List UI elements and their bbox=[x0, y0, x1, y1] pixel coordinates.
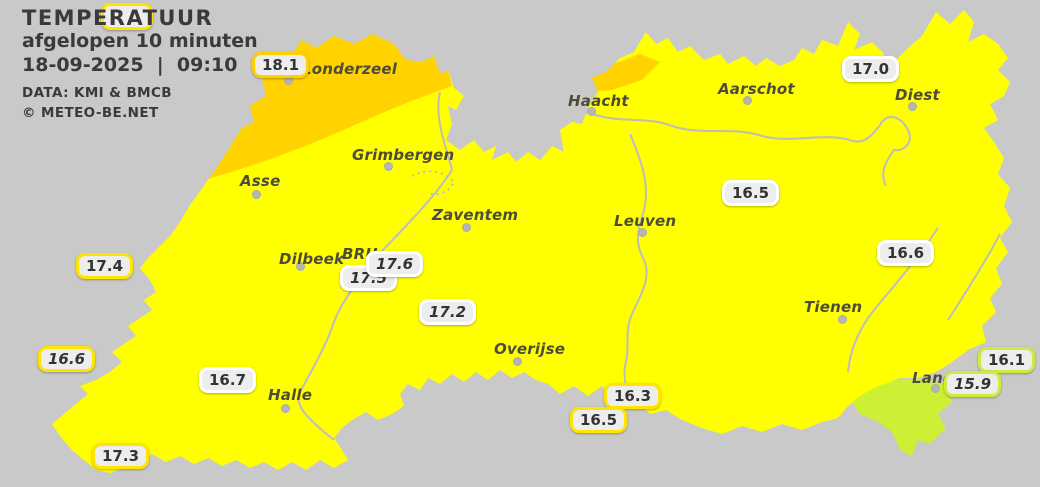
city-dot-dilbeek bbox=[296, 262, 305, 271]
city-dot-haacht bbox=[587, 107, 596, 116]
ring-road-dotted bbox=[411, 170, 456, 196]
temp-badge-east: 16.6 bbox=[877, 240, 935, 266]
river-dijle bbox=[623, 133, 648, 397]
city-label-overijse: Overijse bbox=[494, 340, 566, 358]
temp-badge-south-center-1: 16.3 bbox=[604, 383, 662, 409]
temp-badge-southwest: 16.6 bbox=[38, 346, 96, 372]
city-label-diest: Diest bbox=[895, 86, 940, 104]
city-label-haacht: Haacht bbox=[568, 92, 629, 110]
city-dot-landen bbox=[931, 384, 940, 393]
city-dot-overijse bbox=[513, 357, 522, 366]
city-label-grimbergen: Grimbergen bbox=[352, 146, 455, 164]
city-label-zaventem: Zaventem bbox=[432, 206, 519, 224]
city-dot-zaventem bbox=[462, 223, 471, 232]
temp-badge-southeast: 16.1 bbox=[978, 347, 1036, 373]
city-dot-asse bbox=[252, 190, 261, 199]
city-label-dilbeek: Dilbeek bbox=[279, 250, 345, 268]
temp-badge-brussels-south: 17.2 bbox=[419, 299, 477, 325]
datetime-label: 18-09-2025 | 09:10 bbox=[22, 53, 238, 76]
copyright-label: © METEO-BE.NET bbox=[22, 104, 159, 121]
temp-badge-landen: 15.9 bbox=[944, 371, 1002, 397]
temp-badge-aarschot-south: 16.5 bbox=[722, 180, 780, 206]
city-dot-halle bbox=[281, 404, 290, 413]
city-label-leuven: Leuven bbox=[614, 212, 677, 230]
gold-region-west bbox=[196, 34, 452, 182]
city-label-asse: Asse bbox=[240, 172, 281, 190]
temp-badge-west: 17.4 bbox=[76, 253, 134, 279]
city-dot-leuven bbox=[638, 228, 647, 237]
city-label-halle: Halle bbox=[268, 386, 313, 404]
temp-badge-brussels-1: 17.6 bbox=[366, 251, 424, 277]
data-source-label: DATA: KMI & BMCB bbox=[22, 84, 172, 101]
temp-badge-obscured bbox=[101, 3, 153, 30]
city-label-tienen: Tienen bbox=[804, 298, 863, 316]
page-title: TEMPERATUUR bbox=[22, 6, 214, 30]
temp-badge-south-center-2: 16.5 bbox=[570, 407, 628, 433]
river-gete-east bbox=[947, 233, 1001, 321]
green-region-landen bbox=[852, 378, 952, 456]
header: TEMPERATUUR afgelopen 10 minuten 18-09-2… bbox=[22, 6, 258, 121]
city-label-londerzeel: Londerzeel bbox=[302, 60, 398, 78]
river-demer bbox=[497, 97, 911, 187]
temp-badge-pajottenland: 16.7 bbox=[199, 367, 257, 393]
city-label-aarschot: Aarschot bbox=[718, 80, 795, 98]
city-dot-tienen bbox=[838, 315, 847, 324]
city-dot-grimbergen bbox=[384, 162, 393, 171]
city-dot-diest bbox=[908, 102, 917, 111]
temp-badge-south: 17.3 bbox=[92, 443, 150, 469]
temp-badge-londerzeel: 18.1 bbox=[252, 52, 310, 78]
page-subtitle: afgelopen 10 minuten bbox=[22, 30, 258, 53]
city-dot-aarschot bbox=[743, 96, 752, 105]
temp-badge-diest: 17.0 bbox=[842, 56, 900, 82]
